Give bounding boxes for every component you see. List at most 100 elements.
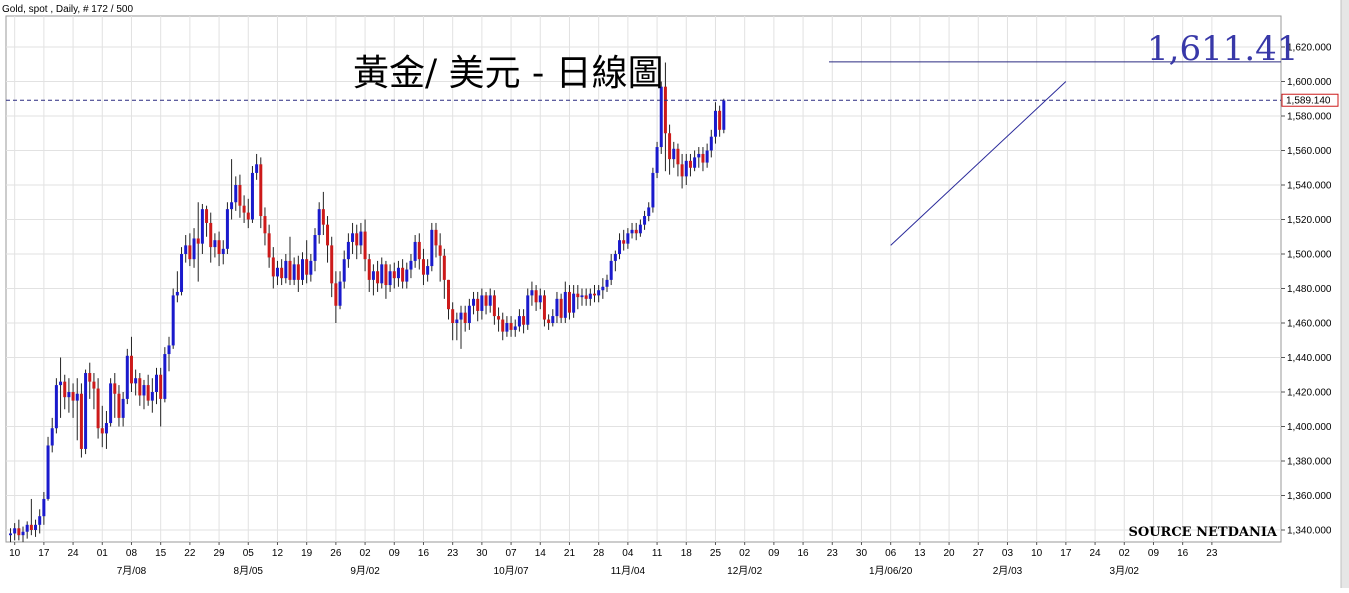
- candle-body-down: [246, 212, 250, 220]
- x-tick-label: 15: [155, 548, 167, 559]
- candle-body-down: [476, 298, 480, 311]
- y-tick-label: 1,340.000: [1287, 526, 1332, 537]
- candle-body-up: [155, 374, 158, 392]
- candle-body-down: [217, 240, 221, 254]
- x-tick-label: 01: [97, 548, 109, 559]
- candle-body-up: [517, 316, 521, 327]
- candle-body-down: [367, 259, 371, 280]
- x-tick-label: 10: [9, 548, 21, 559]
- candle-body-down: [451, 309, 455, 323]
- candle-body-up: [705, 150, 709, 163]
- x-tick-label: 14: [535, 548, 547, 559]
- candle-body-up: [513, 326, 517, 330]
- candle-body-down: [259, 164, 263, 217]
- candle-body-up: [180, 254, 184, 292]
- candle-body-up: [530, 290, 534, 296]
- candle-body-up: [104, 423, 108, 434]
- candle-body-up: [292, 264, 296, 280]
- candle-body-down: [718, 110, 722, 130]
- y-tick-label: 1,460.000: [1287, 319, 1332, 330]
- candle-body-down: [363, 231, 367, 260]
- candle-body-down: [196, 238, 200, 244]
- candle-body-down: [534, 290, 538, 303]
- candlestick-series: [9, 62, 726, 543]
- candle-body-up: [9, 533, 12, 536]
- candle-body-up: [75, 393, 79, 401]
- candle-body-down: [79, 393, 83, 449]
- x-tick-label: 05: [243, 548, 255, 559]
- month-label: 12月/02: [727, 565, 762, 577]
- candle-body-down: [542, 295, 546, 320]
- candle-body-down: [288, 260, 292, 280]
- y-tick-label: 1,500.000: [1287, 250, 1332, 261]
- x-tick-label: 23: [1206, 548, 1218, 559]
- x-tick-label: 26: [330, 548, 342, 559]
- candle-body-up: [67, 392, 71, 398]
- candle-body-up: [230, 202, 234, 210]
- x-tick-label: 03: [1002, 548, 1014, 559]
- candle-body-down: [242, 205, 246, 213]
- candle-body-down: [688, 160, 692, 168]
- candle-body-up: [275, 267, 279, 277]
- candle-body-down: [129, 355, 133, 384]
- candle-body-up: [388, 271, 392, 286]
- x-tick-label: 07: [506, 548, 518, 559]
- candle-body-down: [280, 267, 284, 279]
- candle-body-down: [271, 257, 275, 277]
- y-tick-label: 1,520.000: [1287, 215, 1332, 226]
- y-tick-label: 1,600.000: [1287, 77, 1332, 88]
- x-tick-label: 19: [301, 548, 313, 559]
- candle-body-up: [405, 269, 409, 282]
- y-tick-label: 1,360.000: [1287, 491, 1332, 502]
- x-tick-label: 16: [418, 548, 430, 559]
- candle-body-down: [159, 374, 163, 399]
- candle-body-down: [117, 393, 121, 418]
- candle-body-down: [113, 383, 117, 394]
- candle-body-down: [267, 233, 271, 258]
- x-tick-label: 16: [798, 548, 810, 559]
- candle-body-down: [680, 164, 684, 177]
- candle-body-up: [467, 305, 471, 323]
- x-tick-label: 08: [126, 548, 138, 559]
- month-label: 2月/03: [993, 565, 1023, 577]
- candle-body-up: [225, 209, 229, 249]
- candle-body-up: [605, 279, 609, 287]
- candle-body-up: [142, 385, 146, 396]
- x-tick-label: 09: [768, 548, 780, 559]
- candle-body-down: [326, 224, 330, 246]
- candle-body-up: [184, 245, 188, 254]
- x-tick-label: 06: [885, 548, 897, 559]
- month-label: 9月/02: [350, 565, 380, 577]
- candle-body-up: [313, 235, 317, 261]
- candle-body-up: [713, 110, 717, 137]
- candle-body-up: [609, 260, 613, 280]
- candle-body-down: [100, 428, 104, 434]
- candle-body-down: [205, 209, 209, 223]
- candle-body-up: [163, 354, 167, 399]
- source-label: SOURCE NETDANIA: [1128, 525, 1277, 540]
- candle-body-down: [417, 241, 421, 260]
- candle-body-up: [13, 528, 17, 534]
- candle-body-down: [29, 524, 33, 530]
- candle-body-up: [651, 172, 655, 208]
- candle-body-down: [92, 381, 96, 389]
- candle-body-up: [21, 531, 25, 536]
- candle-body-down: [522, 316, 526, 325]
- candle-body-down: [296, 264, 300, 280]
- candle-body-down: [668, 133, 672, 160]
- candle-body-up: [563, 291, 567, 318]
- y-tick-label: 1,620.000: [1287, 43, 1332, 54]
- candle-body-up: [409, 260, 413, 270]
- x-tick-label: 11: [652, 548, 663, 559]
- x-tick-label: 02: [1119, 548, 1131, 559]
- candle-body-down: [547, 319, 551, 323]
- x-tick-label: 28: [593, 548, 605, 559]
- candle-body-up: [359, 231, 363, 246]
- candle-body-up: [555, 298, 559, 317]
- candle-body-up: [200, 209, 204, 244]
- candle-body-up: [38, 516, 42, 525]
- candle-body-up: [597, 290, 601, 296]
- candle-body-up: [455, 319, 459, 323]
- candle-body-up: [638, 224, 642, 234]
- candle-body-up: [647, 207, 651, 217]
